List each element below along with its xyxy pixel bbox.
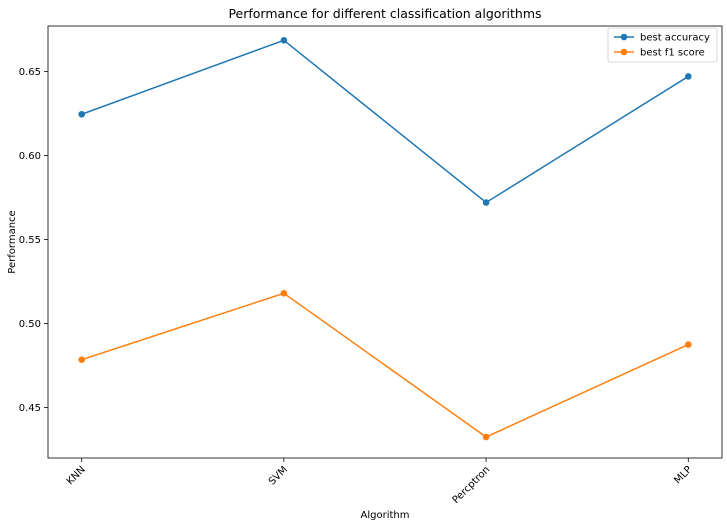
legend: best accuracy best f1 score xyxy=(607,27,718,63)
data-point xyxy=(482,199,490,206)
legend-marker xyxy=(620,48,628,56)
y-tick-label: 0.45 xyxy=(19,403,41,414)
data-point xyxy=(685,73,692,80)
x-axis-label: Algorithm xyxy=(361,510,410,521)
legend-label: best accuracy xyxy=(640,33,710,44)
x-tick-label: MLP xyxy=(672,464,694,486)
y-tick-label: 0.55 xyxy=(19,235,41,246)
legend-box xyxy=(607,27,718,63)
series-layer xyxy=(78,36,692,441)
y-tick-label: 0.65 xyxy=(19,67,41,78)
series-line xyxy=(81,39,689,204)
legend-label: best f1 score xyxy=(640,48,705,59)
x-tick-label: Percptron xyxy=(451,464,493,506)
data-point xyxy=(78,356,85,363)
data-point xyxy=(685,341,692,348)
data-point xyxy=(78,110,85,118)
x-tick-label: KNN xyxy=(65,464,88,487)
data-point xyxy=(280,289,288,297)
y-axis: 0.45 0.50 0.55 0.60 0.65 xyxy=(19,67,48,414)
x-tick-label: SVM xyxy=(267,464,290,487)
plot-area xyxy=(47,25,723,459)
data-point xyxy=(482,433,490,441)
y-tick-label: 0.60 xyxy=(19,151,41,162)
chart-title: Performance for different classification… xyxy=(228,6,541,21)
series-line xyxy=(81,292,689,438)
x-axis: KNN SVM Percptron MLP xyxy=(65,458,694,506)
y-tick-label: 0.50 xyxy=(19,319,41,330)
legend-marker xyxy=(620,33,628,41)
data-point xyxy=(280,36,288,44)
y-axis-label: Performance xyxy=(7,210,18,273)
